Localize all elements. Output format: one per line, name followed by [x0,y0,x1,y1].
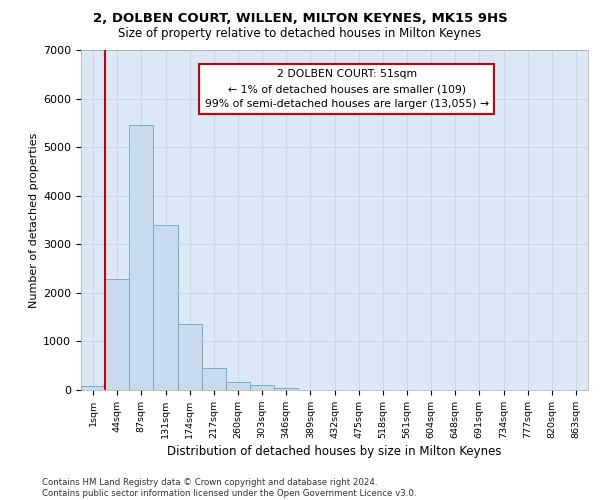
Bar [202,368,226,390]
Bar [178,324,202,390]
Text: 2 DOLBEN COURT: 51sqm
← 1% of detached houses are smaller (109)
99% of semi-deta: 2 DOLBEN COURT: 51sqm ← 1% of detached h… [205,70,488,109]
Text: Contains HM Land Registry data © Crown copyright and database right 2024.
Contai: Contains HM Land Registry data © Crown c… [42,478,416,498]
Text: Size of property relative to detached houses in Milton Keynes: Size of property relative to detached ho… [118,28,482,40]
Bar [81,386,105,390]
X-axis label: Distribution of detached houses by size in Milton Keynes: Distribution of detached houses by size … [167,445,502,458]
Bar [250,385,274,390]
Bar [154,225,178,390]
Text: 2, DOLBEN COURT, WILLEN, MILTON KEYNES, MK15 9HS: 2, DOLBEN COURT, WILLEN, MILTON KEYNES, … [92,12,508,26]
Bar [226,382,250,390]
Bar [105,280,129,390]
Y-axis label: Number of detached properties: Number of detached properties [29,132,39,308]
Bar [129,126,154,390]
Bar [274,388,298,390]
